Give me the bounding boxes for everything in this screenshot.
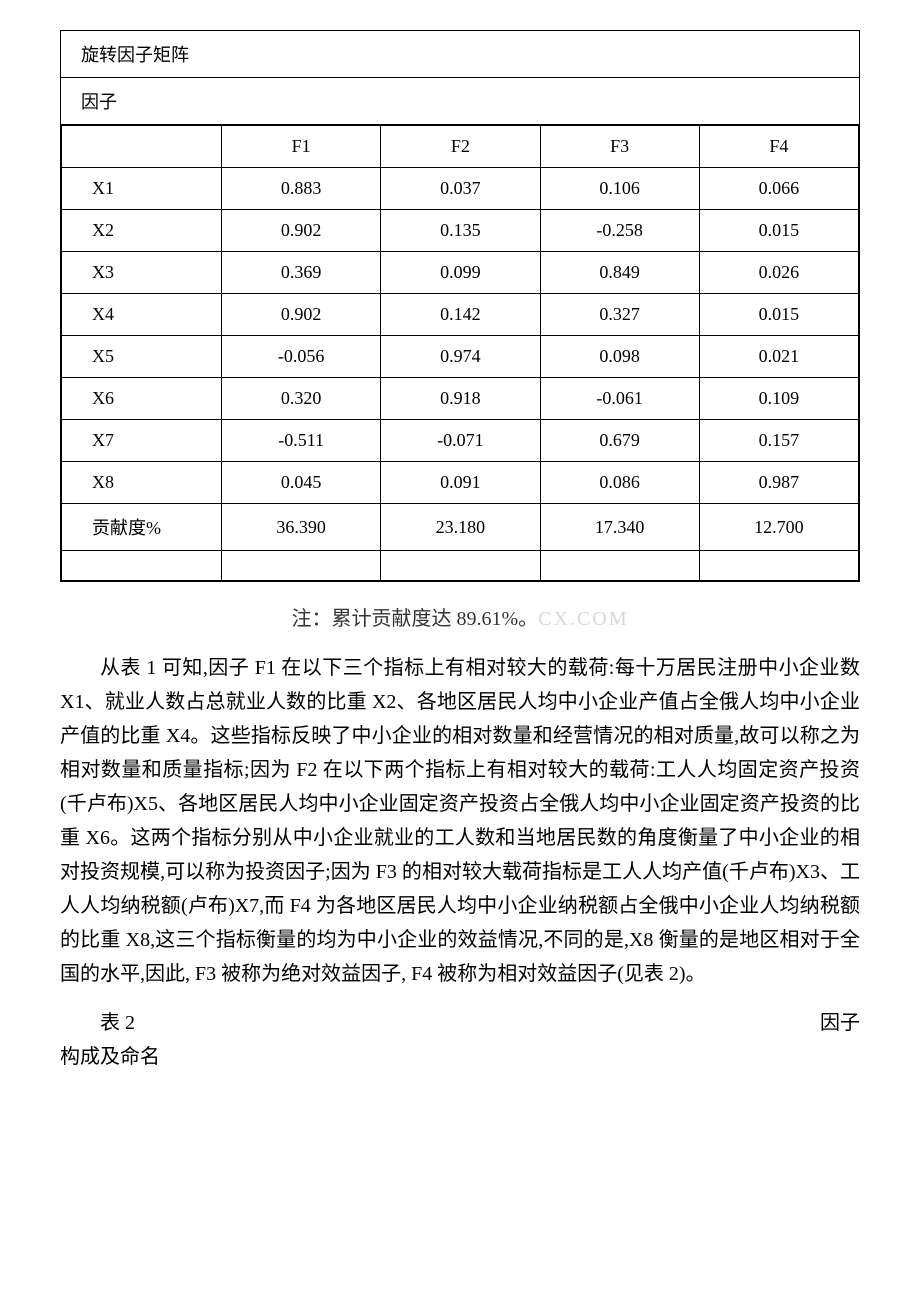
table-row: X2 0.902 0.135 -0.258 0.015 (62, 210, 859, 252)
table-row: X7 -0.511 -0.071 0.679 0.157 (62, 420, 859, 462)
cell: -0.056 (222, 336, 381, 378)
cell: 0.106 (540, 168, 699, 210)
table-row: X6 0.320 0.918 -0.061 0.109 (62, 378, 859, 420)
cell: 0.045 (222, 462, 381, 504)
empty-header (62, 126, 222, 168)
empty-row (62, 551, 859, 581)
cell: 0.037 (381, 168, 540, 210)
row-label: X4 (62, 294, 222, 336)
contribution-label: 贡献度% (62, 504, 222, 551)
row-label: X6 (62, 378, 222, 420)
contribution-value: 23.180 (381, 504, 540, 551)
cell: 0.849 (540, 252, 699, 294)
cell: 0.918 (381, 378, 540, 420)
cell: 0.086 (540, 462, 699, 504)
table-title: 旋转因子矩阵 (61, 31, 859, 78)
cell: 0.015 (699, 294, 858, 336)
column-header-row: F1 F2 F3 F4 (62, 126, 859, 168)
data-table: F1 F2 F3 F4 X1 0.883 0.037 0.106 0.066 X… (61, 125, 859, 581)
empty-cell (222, 551, 381, 581)
cell: 0.987 (699, 462, 858, 504)
cell: 0.142 (381, 294, 540, 336)
empty-cell (381, 551, 540, 581)
cell: 0.109 (699, 378, 858, 420)
cell: 0.021 (699, 336, 858, 378)
table-row: X1 0.883 0.037 0.106 0.066 (62, 168, 859, 210)
cell: 0.091 (381, 462, 540, 504)
cell: 0.135 (381, 210, 540, 252)
table2-caption: 表 2 因子 (60, 1006, 860, 1035)
empty-cell (540, 551, 699, 581)
contribution-value: 17.340 (540, 504, 699, 551)
contribution-value: 12.700 (699, 504, 858, 551)
row-label: X1 (62, 168, 222, 210)
watermark-text: CX.COM (538, 608, 628, 630)
cell: -0.061 (540, 378, 699, 420)
cell: 0.327 (540, 294, 699, 336)
cell: 0.320 (222, 378, 381, 420)
row-label: X3 (62, 252, 222, 294)
row-label: X2 (62, 210, 222, 252)
contribution-row: 贡献度% 36.390 23.180 17.340 12.700 (62, 504, 859, 551)
table-subtitle: 因子 (61, 78, 859, 125)
cell: 0.026 (699, 252, 858, 294)
cell: 0.098 (540, 336, 699, 378)
cell: 0.099 (381, 252, 540, 294)
cell: 0.679 (540, 420, 699, 462)
row-label: X7 (62, 420, 222, 462)
cell: 0.902 (222, 210, 381, 252)
cell: 0.902 (222, 294, 381, 336)
table-note: 注：累计贡献度达 89.61%。CX.COM (60, 602, 860, 631)
cell: -0.511 (222, 420, 381, 462)
col-f2: F2 (381, 126, 540, 168)
caption-bottom: 构成及命名 (60, 1040, 860, 1069)
table-row: X4 0.902 0.142 0.327 0.015 (62, 294, 859, 336)
caption-left: 表 2 (60, 1006, 135, 1035)
cell: -0.258 (540, 210, 699, 252)
cell: 0.157 (699, 420, 858, 462)
body-paragraph: 从表 1 可知,因子 F1 在以下三个指标上有相对较大的载荷:每十万居民注册中小… (60, 651, 860, 991)
cell: 0.015 (699, 210, 858, 252)
empty-cell (62, 551, 222, 581)
cell: 0.369 (222, 252, 381, 294)
empty-cell (699, 551, 858, 581)
col-f4: F4 (699, 126, 858, 168)
contribution-value: 36.390 (222, 504, 381, 551)
factor-matrix-table: 旋转因子矩阵 因子 F1 F2 F3 F4 X1 0.883 0.037 0.1… (60, 30, 860, 582)
cell: 0.066 (699, 168, 858, 210)
col-f3: F3 (540, 126, 699, 168)
table-row: X8 0.045 0.091 0.086 0.987 (62, 462, 859, 504)
cell: 0.883 (222, 168, 381, 210)
row-label: X8 (62, 462, 222, 504)
cell: 0.974 (381, 336, 540, 378)
table-row: X5 -0.056 0.974 0.098 0.021 (62, 336, 859, 378)
table-row: X3 0.369 0.099 0.849 0.026 (62, 252, 859, 294)
cell: -0.071 (381, 420, 540, 462)
caption-right: 因子 (820, 1006, 860, 1035)
row-label: X5 (62, 336, 222, 378)
col-f1: F1 (222, 126, 381, 168)
note-text: 注：累计贡献度达 89.61%。 (291, 608, 538, 630)
